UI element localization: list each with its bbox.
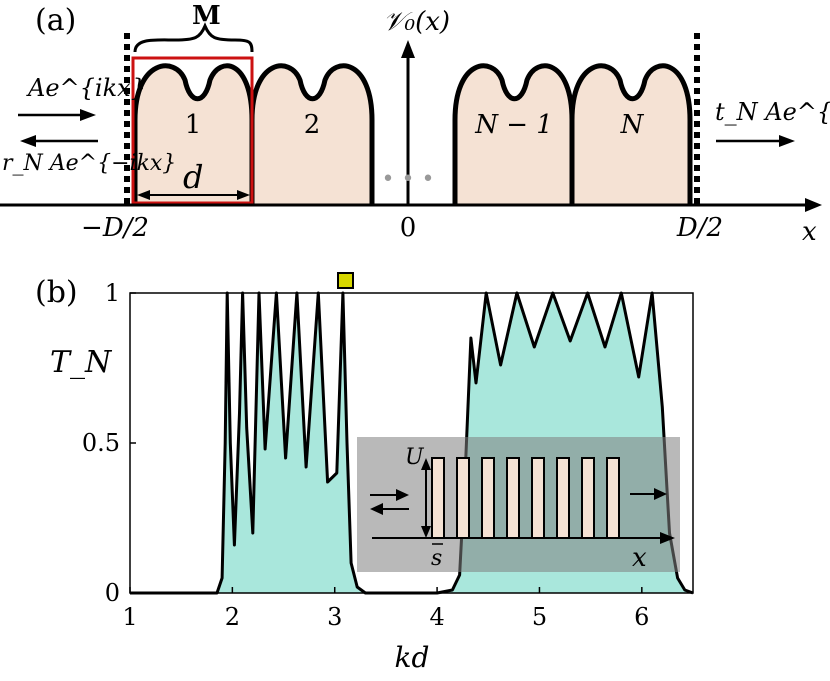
potential-label: 𝒱₀(x) — [383, 7, 450, 37]
cell-label-n: N — [620, 110, 645, 140]
x-tick-label: 3 — [327, 603, 342, 631]
inset-x-label: x — [632, 543, 647, 573]
inset-height-label: U — [405, 445, 425, 470]
x-axis-arrowhead — [805, 198, 822, 212]
cell-label-1: 1 — [185, 110, 202, 140]
y-tick-label: 0 — [105, 579, 120, 607]
inset-reflected-arrowhead — [370, 503, 383, 515]
inset-incident-arrowhead — [396, 489, 409, 501]
potential-axis-arrowhead — [401, 40, 415, 58]
panel-b-label: (b) — [35, 275, 78, 310]
x-tick-label: 2 — [225, 603, 240, 631]
panel-a-label: (a) — [35, 3, 76, 38]
barrier-2 — [249, 63, 375, 205]
inset-barrier — [531, 457, 545, 539]
y-tick-label: 0.5 — [82, 429, 120, 457]
tick-label-left: −D/2 — [81, 213, 149, 243]
y-axis-label: T_N — [50, 345, 113, 380]
incident-wave-label: Ae^{ikx} — [26, 74, 146, 102]
inset-barrier — [506, 457, 520, 539]
inset: x U s — [357, 437, 680, 573]
barrier-1 — [132, 63, 255, 205]
inset-gap-label: s — [431, 546, 442, 571]
brace — [133, 22, 254, 53]
inset-barrier — [556, 457, 570, 539]
cell-width-label: d — [183, 158, 203, 196]
inset-barrier — [481, 457, 495, 539]
incident-arrowhead — [80, 109, 96, 121]
barriers — [132, 63, 693, 205]
tick-label-right: D/2 — [676, 213, 723, 243]
barrier-n — [569, 63, 693, 205]
unit-cell-frame — [131, 56, 254, 205]
inset-barrier — [606, 457, 620, 539]
y-tick-label: 1 — [105, 279, 120, 307]
cell-label-2: 2 — [304, 110, 321, 140]
inset-barrier — [431, 457, 445, 539]
inset-height-arrowhead-bottom — [421, 526, 431, 538]
ellipsis: • • • — [382, 167, 435, 192]
x-tick-label: 1 — [122, 603, 137, 631]
inset-barrier — [581, 457, 595, 539]
x-tick-label: 5 — [532, 603, 547, 631]
reflected-arrowhead — [20, 135, 36, 147]
barrier-n-1 — [452, 63, 575, 205]
cell-width-arrowhead-left — [137, 190, 150, 200]
inset-barrier — [456, 457, 470, 539]
panel-a-x-axis-label: x — [802, 217, 817, 247]
cell-label-n-1: N − 1 — [474, 110, 553, 140]
transmitted-arrowhead — [779, 135, 795, 147]
inset-x-arrowhead — [660, 532, 675, 544]
x-axis-label: kd — [395, 641, 430, 674]
inset-height-arrowhead-top — [421, 458, 431, 470]
axis-ticks: 1 2 3 4 5 6 0 0.5 1 — [82, 279, 650, 631]
brace-label: M — [192, 1, 221, 31]
transmitted-wave-label: t_N Ae^{ikx} — [715, 98, 830, 126]
reflected-wave-label: r_N Ae^{−ikx} — [2, 151, 176, 176]
transmission-line — [130, 291, 694, 595]
panel-b: (b) 1 2 3 4 5 6 0 0.5 1 T_N kd x U s — [35, 272, 694, 674]
resonance-marker — [337, 272, 354, 289]
cell-width-arrowhead-right — [237, 190, 250, 200]
panel-a: (a) 𝒱₀(x) M d 1 2 N − 1 N — [0, 1, 830, 247]
inset-transmitted-arrowhead — [654, 488, 667, 500]
x-tick-label: 6 — [634, 603, 649, 631]
tick-label-zero: 0 — [400, 213, 417, 243]
inset-barriers — [431, 457, 620, 539]
x-tick-label: 4 — [429, 603, 444, 631]
